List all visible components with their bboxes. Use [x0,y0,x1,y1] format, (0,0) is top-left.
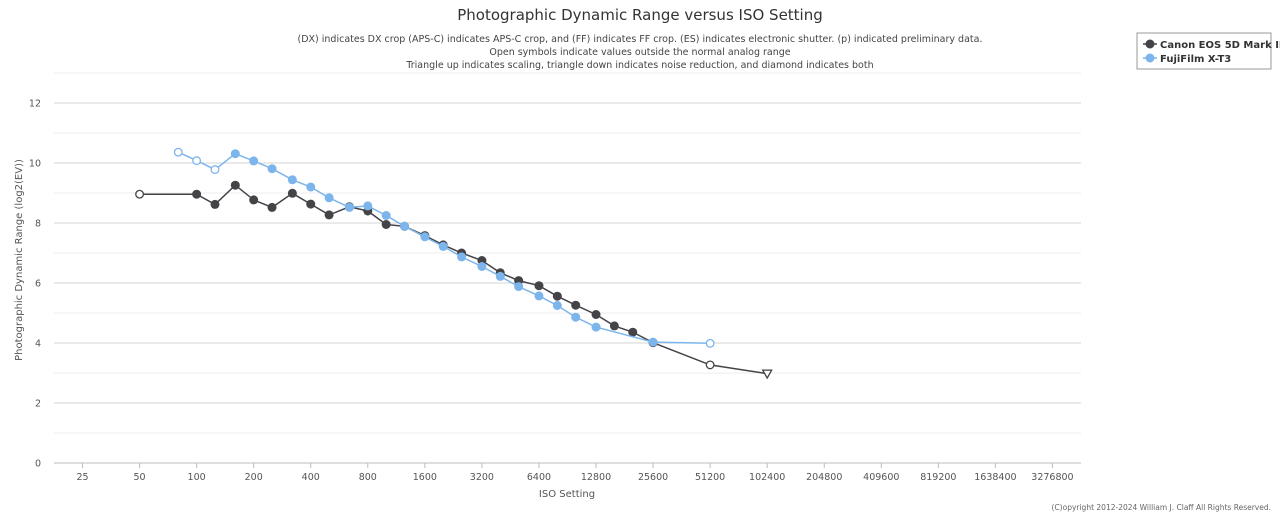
data-point [324,193,334,203]
data-point [249,156,259,166]
y-tick-label: 12 [29,99,41,110]
x-tick-label: 50 [134,472,146,483]
x-tick-label: 409600 [863,472,899,483]
data-point-open [705,360,715,370]
x-tick-label: 25600 [638,472,668,483]
data-point [287,188,297,198]
data-point [534,281,544,291]
data-point [495,271,505,281]
x-tick-label: 819200 [920,472,956,483]
x-tick-label: 3276800 [1031,472,1073,483]
x-tick-label: 25 [76,472,88,483]
data-point [438,241,448,251]
plot-area [135,147,773,380]
chart-subtitle-line-3: Triangle up indicates scaling, triangle … [405,60,873,71]
copyright-notice: (C)opyright 2012-2024 William J. Claff A… [1052,503,1271,512]
data-point [363,201,373,211]
data-point-open [210,165,220,175]
legend-marker-canon [1145,39,1155,49]
data-point [306,182,316,192]
series-fujifilm-x-t3 [173,147,715,348]
legend: Canon EOS 5D Mark III FujiFilm X-T3 [1136,32,1280,70]
legend-label-fujifilm: FujiFilm X-T3 [1160,54,1231,65]
data-point-open [135,189,145,199]
data-point [477,262,487,271]
x-tick-label: 102400 [749,472,785,483]
x-tick-label: 1600 [413,472,437,483]
series-line [139,184,768,375]
data-point [230,180,240,190]
legend-marker-fujifilm [1145,53,1155,63]
data-point [628,327,638,337]
data-point-open [173,147,183,157]
data-point [381,220,391,229]
data-point-triangle-down [761,369,773,380]
data-point [457,252,467,262]
x-tick-label: 51200 [695,472,725,483]
legend-item-fujifilm[interactable]: FujiFilm X-T3 [1143,53,1231,66]
chart-subtitle-line-2: Open symbols indicate values outside the… [489,47,790,58]
chart-title: Photographic Dynamic Range versus ISO Se… [457,6,823,24]
y-tick-label: 4 [35,339,41,350]
data-point [648,337,658,347]
x-tick-label: 100 [188,472,206,483]
data-point [534,291,544,301]
data-point-open [192,156,202,166]
legend-box [1136,32,1272,70]
data-point [552,301,562,310]
chart-subtitle-line-1: (DX) indicates DX crop (APS-C) indicates… [298,34,983,45]
data-point [267,202,277,212]
data-point [609,321,619,331]
grid [54,72,1081,464]
x-tick-label: 3200 [470,472,494,483]
data-point [591,322,601,332]
data-point [344,202,354,212]
data-point [571,312,581,322]
x-tick-label: 12800 [581,472,611,483]
data-point [267,164,277,174]
data-point [400,221,410,231]
data-point [552,291,562,301]
data-point [306,199,316,209]
data-point-open [705,338,715,348]
data-point [591,310,601,319]
x-axis-label: ISO Setting [539,489,595,500]
data-point [381,211,391,220]
x-tick-label: 1638400 [974,472,1016,483]
data-point [571,300,581,310]
y-axis-label: Photographic Dynamic Range (log2(EV)) [14,159,25,361]
x-tick-label: 800 [359,472,377,483]
data-point [210,199,220,209]
y-tick-label: 8 [35,219,41,230]
data-point [192,189,202,199]
x-tick-label: 200 [245,472,263,483]
data-point [287,175,297,185]
data-point [230,149,240,159]
legend-item-canon[interactable]: Canon EOS 5D Mark III [1143,39,1280,52]
data-point [324,210,334,220]
legend-label-canon: Canon EOS 5D Mark III [1160,40,1280,51]
y-tick-label: 2 [35,399,41,410]
y-tick-label: 10 [29,159,41,170]
y-tick-label: 6 [35,279,41,290]
data-point [420,232,430,242]
x-tick-label: 400 [302,472,320,483]
x-tick-label: 6400 [527,472,551,483]
x-tick-label: 204800 [806,472,842,483]
y-tick-label: 0 [35,459,41,470]
data-point [514,282,524,292]
axes: 0 2 4 6 8 10 12 25 50 100 200 400 800 1600 3200 6400 128… [29,99,1081,483]
data-point [249,195,259,205]
